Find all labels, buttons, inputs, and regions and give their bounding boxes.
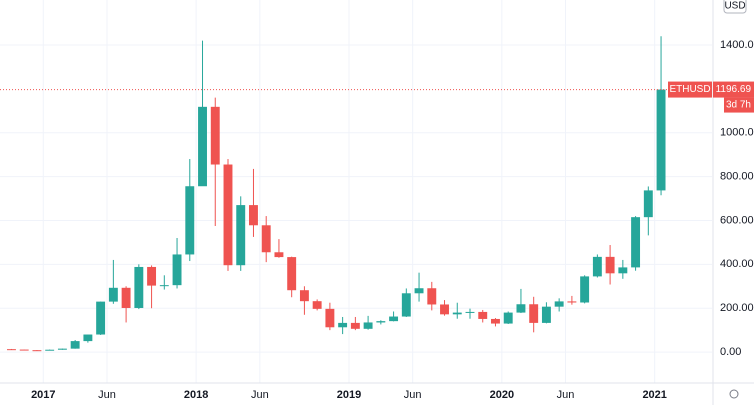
- x-tick-label: 2017: [31, 389, 55, 401]
- countdown-label: 3d 7h: [726, 100, 751, 111]
- candle-body: [338, 322, 348, 328]
- candle-body: [554, 301, 564, 307]
- x-tick-label: 2021: [642, 389, 666, 401]
- y-tick-label: 1400.00: [720, 39, 754, 51]
- candle-body: [605, 256, 615, 274]
- candle-body: [656, 89, 666, 191]
- axis-labels: 0.00 200.00 400.00 600.00 800.00 1000.00 1400.…: [31, 39, 754, 401]
- candle-body: [503, 312, 513, 324]
- candle-body: [541, 306, 551, 323]
- candle-body: [287, 257, 297, 291]
- candle-body: [96, 301, 106, 335]
- countdown-box: [724, 97, 754, 113]
- candle-body: [261, 225, 271, 253]
- x-tick-label: 2019: [337, 389, 361, 401]
- candle-body: [83, 334, 93, 342]
- candle-body: [172, 254, 182, 286]
- candle-body: [32, 350, 42, 352]
- candle-body: [223, 164, 233, 266]
- candle-body: [389, 316, 399, 322]
- candle-body: [108, 287, 118, 302]
- candle-body: [427, 288, 437, 305]
- candle-body: [185, 186, 195, 255]
- candle-body: [210, 106, 220, 165]
- candle-body: [45, 349, 55, 351]
- y-tick-label: 0.00: [720, 346, 741, 358]
- candle-body: [440, 304, 449, 315]
- candle-body: [134, 266, 144, 308]
- grid: [0, 0, 712, 383]
- candle-body: [350, 322, 360, 329]
- candle-body: [643, 190, 653, 218]
- candle-body: [7, 349, 16, 351]
- last-price-label: 1196.69: [716, 84, 752, 95]
- y-tick-label: 1000.00: [720, 127, 754, 139]
- candle-body: [452, 312, 462, 315]
- candle-body: [70, 341, 80, 349]
- candle-body: [631, 217, 641, 268]
- candle-body: [147, 266, 157, 286]
- settings-icon[interactable]: [729, 389, 739, 399]
- candle-body: [567, 301, 577, 303]
- candle-body: [465, 311, 475, 313]
- candle-body: [159, 285, 169, 287]
- x-tick-label: Jun: [98, 389, 116, 401]
- candle-body: [414, 288, 424, 294]
- candle-body: [312, 301, 322, 309]
- candle-body: [363, 322, 373, 329]
- currency-label[interactable]: USD: [724, 1, 745, 12]
- x-tick-label: 2018: [184, 389, 208, 401]
- candle-body: [516, 304, 526, 313]
- x-tick-label: 2020: [490, 389, 514, 401]
- currency-box[interactable]: [723, 0, 747, 14]
- symbol-box: [668, 81, 712, 98]
- x-tick-label: Jun: [557, 389, 575, 401]
- candle-body: [325, 308, 335, 328]
- candle-body: [491, 318, 500, 324]
- candle-body: [198, 106, 207, 187]
- candle-body: [618, 267, 628, 274]
- candle-body: [299, 290, 309, 302]
- x-tick-label: Jun: [404, 389, 422, 401]
- candle-body: [236, 205, 246, 266]
- candle-body: [529, 304, 539, 323]
- candle-body: [274, 252, 284, 258]
- y-tick-label: 400.00: [720, 258, 754, 270]
- y-tick-label: 600.00: [720, 214, 754, 226]
- candle-body: [478, 311, 488, 319]
- plot-area: [0, 36, 712, 352]
- x-tick-label: Jun: [251, 389, 269, 401]
- y-tick-label: 800.00: [720, 170, 754, 182]
- symbol-label: ETHUSD: [669, 84, 710, 95]
- candle-body: [121, 287, 131, 308]
- last-price-box: [713, 81, 754, 98]
- candle-body: [592, 256, 602, 277]
- candle-body: [376, 321, 386, 323]
- candle-body: [249, 205, 258, 226]
- candle-body: [580, 276, 590, 303]
- y-tick-label: 200.00: [720, 302, 754, 314]
- candle-body: [401, 293, 411, 317]
- candle-body: [57, 348, 67, 350]
- candle-body: [19, 349, 29, 351]
